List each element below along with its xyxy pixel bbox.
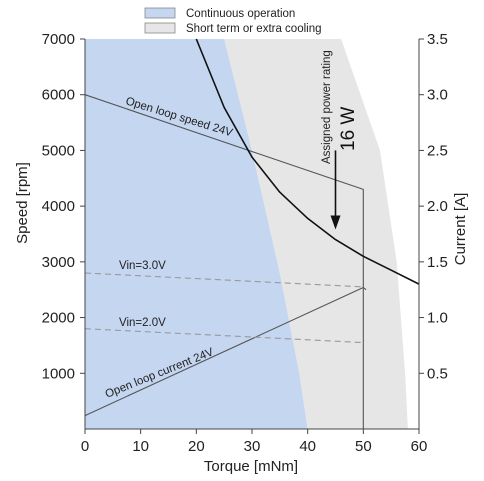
arrow-head xyxy=(330,215,341,230)
y2-axis-label: Current [A] xyxy=(452,193,469,266)
x-tick-label: 10 xyxy=(132,438,149,455)
y-tick-label: 5000 xyxy=(42,142,75,159)
legend-swatch-short-term xyxy=(144,22,176,34)
series-vin-3-0v xyxy=(84,272,364,288)
assigned-power-rating-label: Assigned power rating xyxy=(321,50,333,164)
x-tick-label: 60 xyxy=(411,438,428,455)
legend-label-continuous: Continuous operation xyxy=(186,8,295,20)
y2-tick-label: 0.5 xyxy=(427,365,448,382)
y2-axis-ticks: 0.5 1.0 1.5 2.0 2.5 3.0 3.5 xyxy=(419,31,448,382)
y-tick-label: 4000 xyxy=(42,198,75,215)
x-tick-label: 50 xyxy=(355,438,372,455)
legend-swatch-continuous xyxy=(144,7,176,19)
x-tick-label: 40 xyxy=(299,438,316,455)
y2-tick-label: 3.0 xyxy=(427,87,448,104)
x-axis-ticks: 0 10 20 30 40 50 60 xyxy=(81,429,428,455)
y2-tick-label: 2.0 xyxy=(427,198,448,215)
series-lines xyxy=(84,38,420,429)
vin2-label: Vin=2.0V xyxy=(119,317,166,329)
y-axis-ticks: 1000 2000 3000 4000 5000 6000 7000 xyxy=(42,31,85,382)
series-vin-2-0v xyxy=(84,328,364,344)
x-tick-label: 30 xyxy=(244,438,261,455)
region-short-term-or-extra-cooling xyxy=(224,39,408,429)
rating-arrow xyxy=(330,150,341,230)
series-open-loop-speed-24v xyxy=(84,94,364,429)
legend: Continuous operation Short term or extra… xyxy=(144,7,322,35)
y-tick-label: 7000 xyxy=(42,31,75,48)
series-open-loop-current-24v xyxy=(84,286,367,417)
y-axis-label: Speed [rpm] xyxy=(14,162,31,244)
y-tick-label: 3000 xyxy=(42,254,75,271)
vin3-label: Vin=3.0V xyxy=(119,260,166,272)
x-tick-label: 0 xyxy=(81,438,89,455)
legend-label-short-term: Short term or extra cooling xyxy=(186,23,322,35)
y-tick-label: 2000 xyxy=(42,310,75,327)
y2-tick-label: 1.0 xyxy=(427,310,448,327)
y2-tick-label: 2.5 xyxy=(427,142,448,159)
power-value-label: 16 W xyxy=(338,107,359,151)
y-tick-label: 1000 xyxy=(42,365,75,382)
y2-tick-label: 1.5 xyxy=(427,254,448,271)
x-axis-label: Torque [mNm] xyxy=(204,458,298,475)
x-tick-label: 20 xyxy=(188,438,205,455)
y2-tick-label: 3.5 xyxy=(427,31,448,48)
series-curve-4 xyxy=(195,38,420,285)
y-tick-label: 6000 xyxy=(42,87,75,104)
